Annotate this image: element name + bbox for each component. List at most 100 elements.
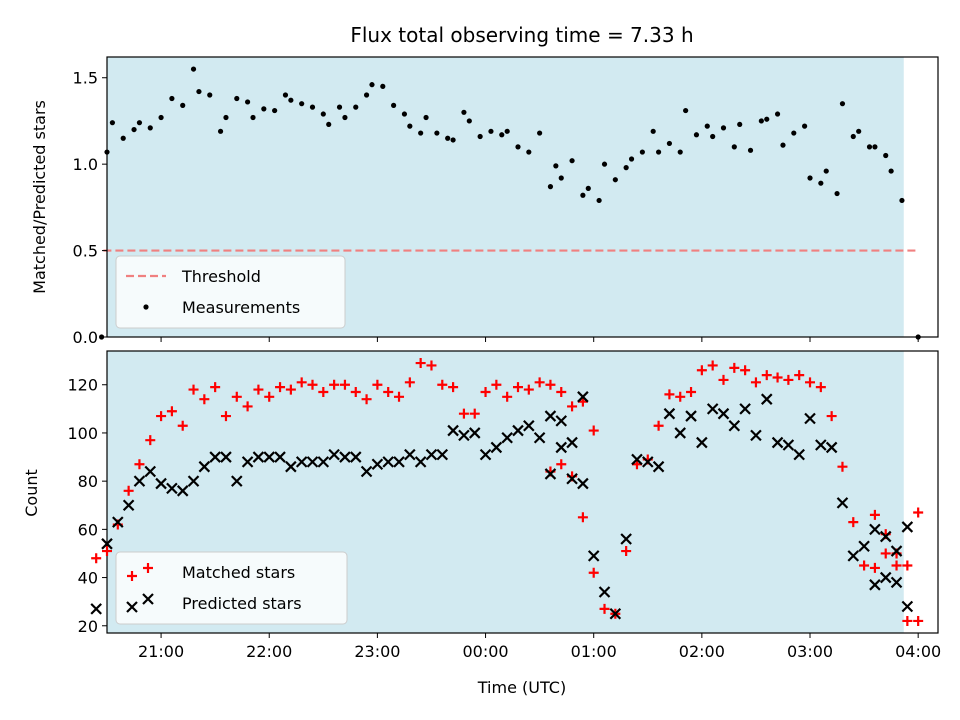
data-point <box>872 144 878 150</box>
data-point <box>468 427 481 439</box>
data-point <box>250 114 256 121</box>
data-point <box>609 607 622 620</box>
data-point <box>802 123 808 129</box>
data-point <box>760 393 773 405</box>
data-point <box>740 365 751 376</box>
data-point <box>642 456 654 468</box>
data-point <box>490 441 503 454</box>
data-point <box>553 163 559 169</box>
top-panel: 0.0 0.5 1.0 1.5 Threshold Measurements <box>73 56 939 347</box>
data-point <box>850 133 856 140</box>
data-point <box>209 451 221 463</box>
data-point <box>401 111 408 117</box>
data-point <box>91 553 102 564</box>
data-point <box>223 114 229 121</box>
data-point <box>326 121 332 128</box>
data-point <box>436 448 449 461</box>
data-point <box>272 107 278 114</box>
data-point <box>696 436 708 449</box>
data-point <box>577 391 589 403</box>
data-point <box>350 386 361 397</box>
data-point <box>434 130 440 136</box>
data-point <box>764 116 770 122</box>
data-point <box>317 456 330 468</box>
data-point <box>145 435 156 446</box>
legend-label: Predicted stars <box>182 594 302 613</box>
data-point <box>783 374 794 385</box>
data-point <box>686 386 697 397</box>
data-point <box>166 406 177 417</box>
data-point <box>879 571 892 584</box>
data-point <box>231 391 242 402</box>
data-point <box>782 439 795 451</box>
data-point <box>750 377 761 388</box>
data-point <box>558 175 564 181</box>
data-point <box>404 377 415 388</box>
data-point <box>774 111 781 117</box>
data-point <box>158 114 164 121</box>
data-point <box>120 135 126 141</box>
data-point <box>693 132 700 138</box>
data-point <box>447 424 459 437</box>
data-point <box>155 477 167 490</box>
data-point <box>320 111 326 117</box>
data-point <box>241 456 254 468</box>
data-point <box>837 461 848 472</box>
data-point <box>382 456 394 468</box>
x-axis-label: Time (UTC) <box>477 678 566 697</box>
data-point <box>750 429 762 442</box>
data-point <box>501 431 513 444</box>
data-point <box>101 538 113 550</box>
data-point <box>599 603 610 614</box>
data-point <box>418 130 424 136</box>
data-point <box>502 391 513 402</box>
data-point <box>804 412 816 425</box>
data-point <box>336 104 343 110</box>
data-point <box>761 370 772 381</box>
x-tick-label: 02:00 <box>679 642 725 661</box>
data-point <box>567 401 578 412</box>
y-tick-label: 1.0 <box>73 155 98 174</box>
data-point <box>577 477 589 490</box>
data-point <box>196 88 202 95</box>
data-point <box>623 165 629 171</box>
data-point <box>361 394 372 405</box>
data-point <box>180 102 186 108</box>
data-point <box>253 384 264 395</box>
data-point <box>102 546 112 557</box>
top-y-axis-label: Matched/Predicted stars <box>30 100 49 294</box>
data-point <box>264 391 275 402</box>
data-point <box>176 485 189 497</box>
data-point <box>585 185 591 191</box>
data-point <box>275 382 286 393</box>
chart-title: Flux total observing time = 7.33 h <box>350 23 693 47</box>
data-point <box>601 161 608 167</box>
data-point <box>856 128 862 134</box>
data-point <box>458 429 470 442</box>
data-point <box>360 465 373 478</box>
data-point <box>499 132 505 138</box>
data-point <box>612 177 618 183</box>
legend-label: Matched stars <box>182 563 295 582</box>
data-point <box>664 389 675 400</box>
x-tick-label: 01:00 <box>571 642 617 661</box>
x-tick-label: 23:00 <box>354 642 400 661</box>
data-point <box>772 372 783 383</box>
data-point <box>372 379 383 390</box>
data-point <box>491 379 502 390</box>
data-point <box>729 362 740 373</box>
data-point <box>674 427 687 439</box>
data-point <box>866 144 873 150</box>
data-point <box>848 517 859 528</box>
data-point <box>234 95 240 102</box>
data-point <box>329 379 340 390</box>
data-point <box>677 149 683 155</box>
data-point <box>109 120 116 126</box>
y-tick-label: 0.0 <box>73 328 98 347</box>
data-point <box>339 379 350 390</box>
data-point <box>450 137 456 143</box>
data-point <box>663 407 676 420</box>
y-tick-label: 1.5 <box>73 69 98 88</box>
data-point <box>620 533 632 545</box>
